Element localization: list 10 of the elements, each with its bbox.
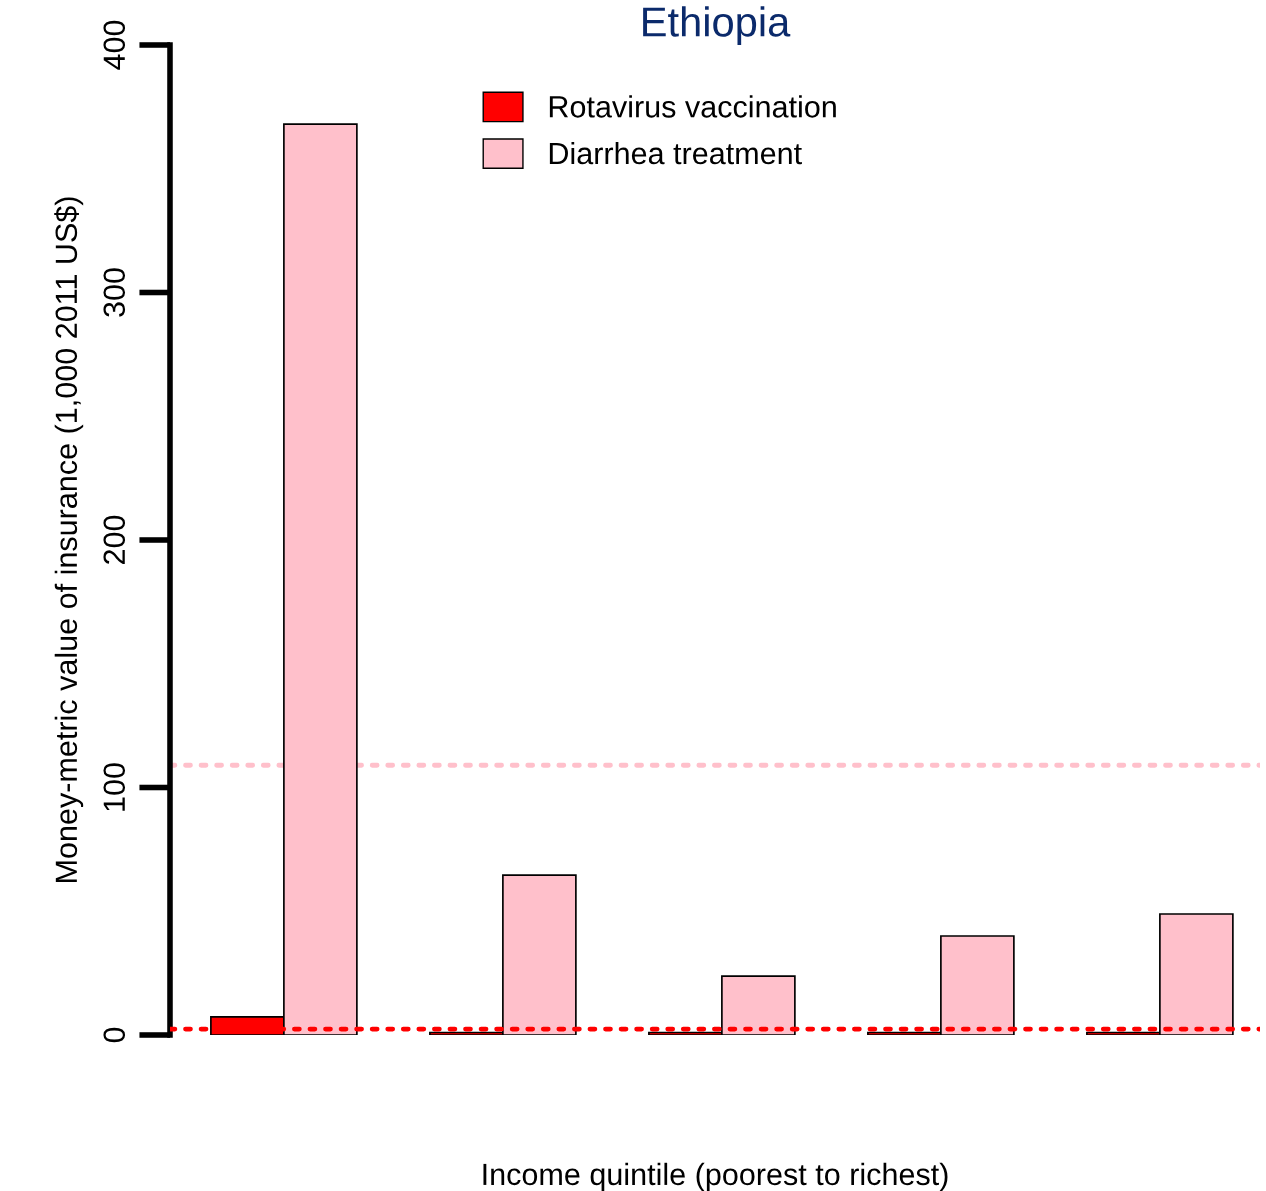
- legend-label: Rotavirus vaccination: [549, 95, 836, 118]
- y-tick-label: 100: [103, 763, 126, 811]
- y-tick-label: 200: [103, 515, 126, 564]
- y-tick-label: 400: [103, 20, 126, 70]
- y-tick-label: 0: [103, 1027, 126, 1043]
- chart-title: Ethiopia: [643, 6, 791, 45]
- legend-label: Diarrhea treatment: [549, 141, 802, 165]
- x-axis-title: Income quintile (poorest to richest): [483, 1162, 948, 1191]
- y-axis-title: Money-metric value of insurance (1,000 2011 US$): [54, 197, 84, 882]
- y-tick-label: 300: [103, 268, 126, 317]
